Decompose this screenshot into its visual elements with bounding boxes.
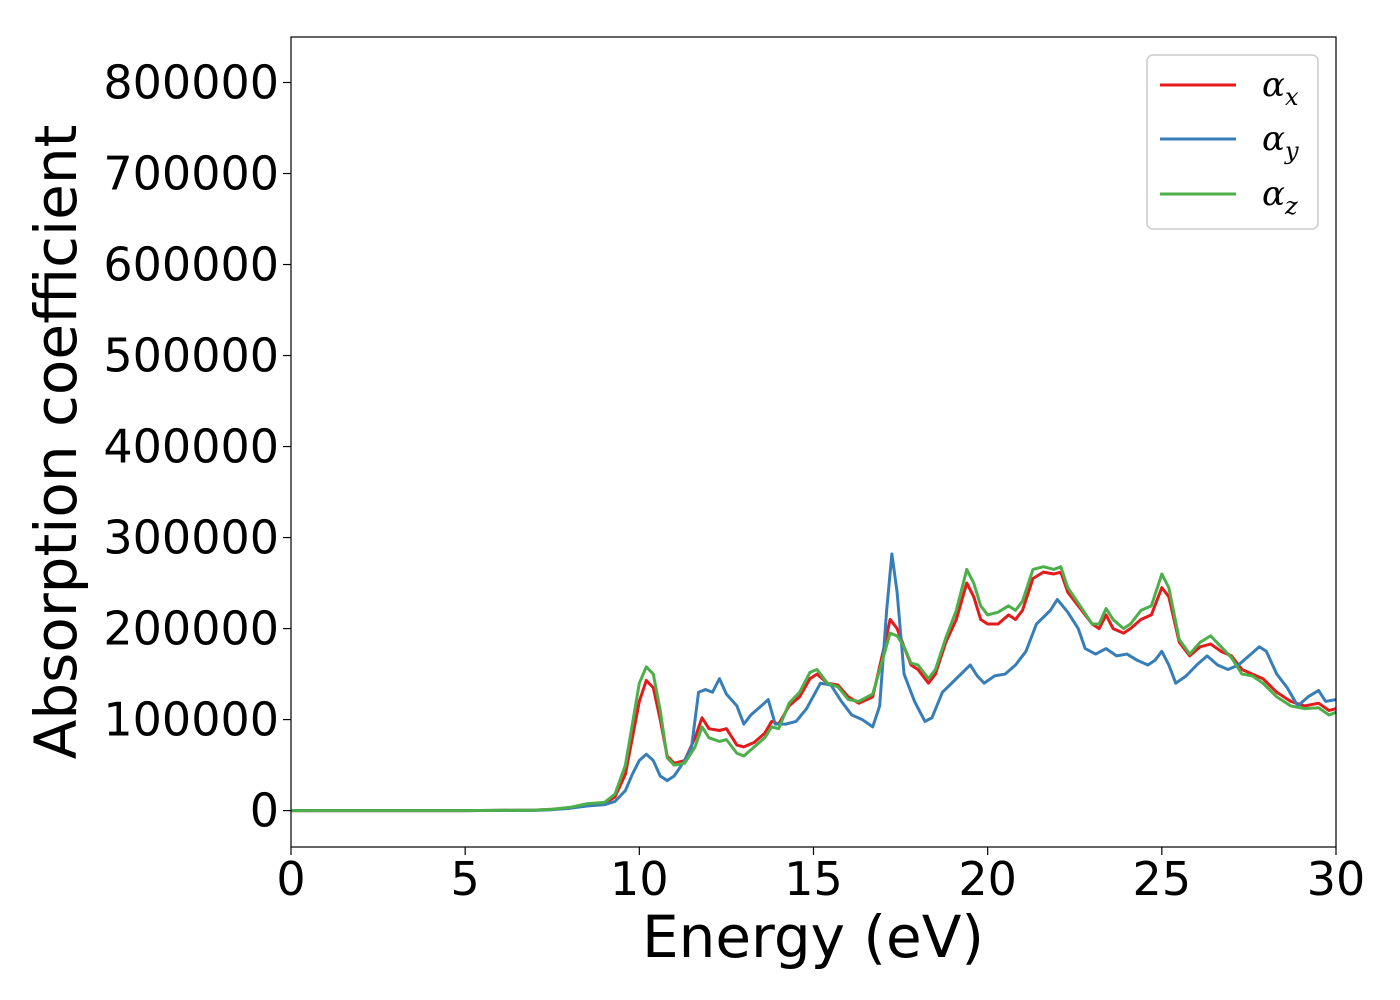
legend-label-y: αy [1262, 119, 1299, 165]
x-axis: 0 5 10 15 20 25 30 [276, 847, 1365, 906]
x-tick-label: 20 [958, 852, 1017, 906]
y-tick-label: 0 [250, 784, 279, 838]
y-axis: 0 100000 200000 300000 400000 500000 600000 700… [103, 56, 291, 838]
y-tick-label: 600000 [103, 238, 279, 292]
y-tick-label: 300000 [103, 511, 279, 565]
x-tick-label: 30 [1307, 852, 1366, 906]
y-tick-label: 400000 [103, 420, 279, 474]
y-tick-label: 200000 [103, 602, 279, 656]
legend-label-x: αx [1262, 65, 1299, 111]
y-axis-title: Absorption coefficient [22, 125, 90, 760]
x-tick-label: 15 [784, 852, 843, 906]
series-layer [291, 552, 1336, 813]
x-tick-label: 25 [1133, 852, 1192, 906]
legend-label-z: αz [1262, 174, 1298, 220]
legend-box [1146, 54, 1319, 230]
series-line-z [291, 565, 1336, 813]
y-tick-label: 700000 [103, 147, 279, 201]
legend: αx αy αz [1146, 54, 1319, 230]
x-tick-label: 0 [276, 852, 305, 906]
series-line-y [291, 552, 1336, 813]
x-tick-label: 5 [451, 852, 480, 906]
y-tick-label: 800000 [103, 56, 279, 110]
y-tick-label: 100000 [103, 693, 279, 747]
y-tick-label: 500000 [103, 329, 279, 383]
x-tick-label: 10 [610, 852, 669, 906]
series-line-x [291, 570, 1336, 813]
x-axis-title: Energy (eV) [642, 903, 984, 971]
